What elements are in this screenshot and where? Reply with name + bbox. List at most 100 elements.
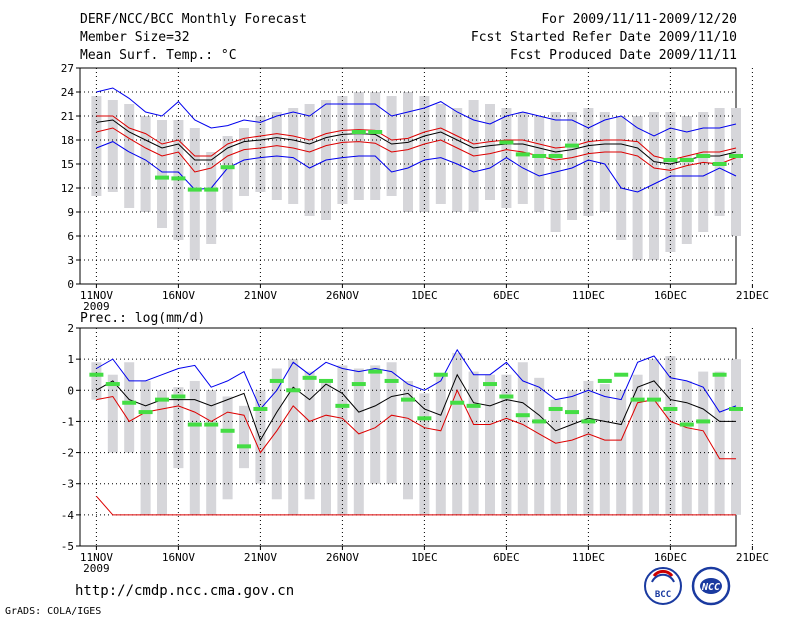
x-tick-label: 26NOV	[326, 551, 359, 564]
ensemble-range-bar	[239, 128, 249, 196]
ensemble-range-bar	[567, 112, 577, 220]
ensemble-range-bar	[91, 96, 102, 196]
y-tick-label: 27	[61, 62, 74, 75]
ensemble-range-bar	[386, 362, 397, 484]
x-tick-label: 6DEC	[493, 551, 520, 564]
forecast-produced-date: Fcst Produced Date 2009/11/11	[510, 48, 737, 63]
x-tick-label: 21DEC	[736, 551, 769, 564]
ensemble-range-bar	[583, 380, 594, 515]
variable-label: Mean Surf. Temp.: °C	[80, 48, 237, 63]
ensemble-range-bar	[288, 359, 299, 515]
ensemble-range-bar	[206, 152, 217, 244]
ensemble-range-bar	[222, 396, 233, 500]
ensemble-range-bar	[616, 116, 627, 240]
series-line-minimum	[96, 495, 736, 516]
x-tick-label: 16DEC	[654, 289, 687, 302]
ensemble-range-bar	[681, 380, 692, 515]
bcc-logo-text: BCC	[655, 590, 671, 600]
y-tick-label: -1	[61, 415, 74, 428]
ensemble-range-bar	[419, 96, 430, 212]
x-year-label: 2009	[83, 300, 110, 313]
ensemble-range-bar	[124, 104, 135, 208]
ensemble-range-bar	[304, 104, 315, 216]
x-tick-label: 21NOV	[244, 289, 277, 302]
x-tick-label: 6DEC	[493, 289, 520, 302]
ensemble-range-bar	[206, 390, 217, 515]
y-tick-label: 2	[67, 322, 74, 335]
y-tick-label: 21	[61, 110, 74, 123]
y-tick-label: 24	[61, 86, 75, 99]
ensemble-range-bar	[353, 368, 364, 515]
y-tick-label: 1	[67, 353, 74, 366]
x-year-label: 2009	[83, 562, 110, 575]
x-tick-label: 16NOV	[162, 289, 195, 302]
ensemble-range-bar	[698, 371, 709, 515]
precip-panel-title: Prec.: log(mm/d)	[80, 311, 206, 326]
ensemble-range-bar	[599, 384, 610, 515]
ensemble-range-bar	[698, 112, 709, 232]
ensemble-range-bar	[485, 374, 495, 515]
ensemble-range-bar	[124, 362, 135, 453]
ensemble-range-bar	[157, 390, 167, 515]
x-tick-label: 16NOV	[162, 551, 195, 564]
ensemble-range-bar	[140, 380, 151, 515]
ensemble-range-bar	[173, 387, 184, 469]
y-tick-label: -3	[61, 478, 74, 491]
ensemble-range-bar	[517, 112, 528, 204]
series-line-maximum	[96, 87, 737, 137]
ensemble-range-bar	[550, 399, 561, 515]
y-tick-label: -5	[61, 540, 74, 553]
ensemble-range-bar	[468, 371, 479, 515]
ensemble-range-bar	[239, 405, 249, 469]
ensemble-range-bar	[649, 359, 659, 515]
ensemble-range-bar	[452, 352, 463, 515]
series-line-median	[96, 373, 736, 442]
ensemble-range-bar	[419, 393, 430, 515]
y-tick-label: 15	[61, 158, 74, 171]
ensemble-range-bar	[370, 365, 381, 484]
ensemble-range-bar	[435, 374, 446, 515]
y-tick-label: 6	[67, 230, 74, 243]
forecast-period: For 2009/11/11-2009/12/20	[541, 12, 737, 27]
forecast-start-date: Fcst Started Refer Date 2009/11/10	[470, 30, 737, 45]
x-tick-label: 21NOV	[244, 551, 277, 564]
ensemble-range-bar	[386, 96, 397, 196]
x-tick-label: 1DEC	[411, 289, 438, 302]
ensemble-range-bar	[189, 128, 200, 260]
ensemble-range-bar	[665, 356, 676, 515]
bcc-logo: BCC	[640, 566, 686, 606]
ensemble-range-bar	[731, 108, 741, 236]
y-tick-label: 12	[61, 182, 74, 195]
ensemble-range-bar	[288, 108, 299, 204]
ensemble-range-bar	[599, 112, 610, 212]
chart-title: DERF/NCC/BCC Monthly Forecast	[80, 12, 307, 27]
ensemble-range-bar	[321, 380, 331, 515]
ensemble-range-bar	[714, 371, 725, 515]
ensemble-range-bar	[353, 92, 364, 200]
y-tick-label: -2	[61, 447, 74, 460]
y-tick-label: 3	[67, 254, 74, 267]
ensemble-range-bar	[271, 368, 282, 500]
ensemble-range-bar	[157, 120, 167, 228]
x-tick-label: 21DEC	[736, 289, 769, 302]
x-tick-label: 1DEC	[411, 551, 438, 564]
x-tick-label: 11DEC	[572, 551, 605, 564]
ensemble-range-bar	[255, 116, 266, 192]
temperature-panel: 0 3 6 9 12 15 18 21 24 27 11NOV 16NOV 21NOV 26NOV 1DEC…	[61, 62, 769, 313]
ensemble-range-bar	[665, 112, 676, 252]
ensemble-range-bar	[616, 390, 627, 515]
ensemble-range-bar	[403, 380, 413, 500]
y-tick-label: 0	[67, 384, 74, 397]
ensemble-range-bar	[140, 116, 151, 212]
ensemble-range-bar	[731, 359, 741, 515]
ncc-logo: NCC	[686, 566, 736, 606]
ensemble-range-bar	[337, 96, 348, 204]
x-tick-label: 11NOV	[80, 289, 113, 302]
ensemble-range-bar	[681, 116, 692, 244]
ensemble-range-bar	[370, 92, 381, 200]
ensemble-range-bar	[517, 362, 528, 515]
x-tick-label: 11NOV	[80, 551, 113, 564]
footer-url: http://cmdp.ncc.cma.gov.cn	[75, 583, 295, 599]
ensemble-range-bar	[304, 371, 315, 500]
